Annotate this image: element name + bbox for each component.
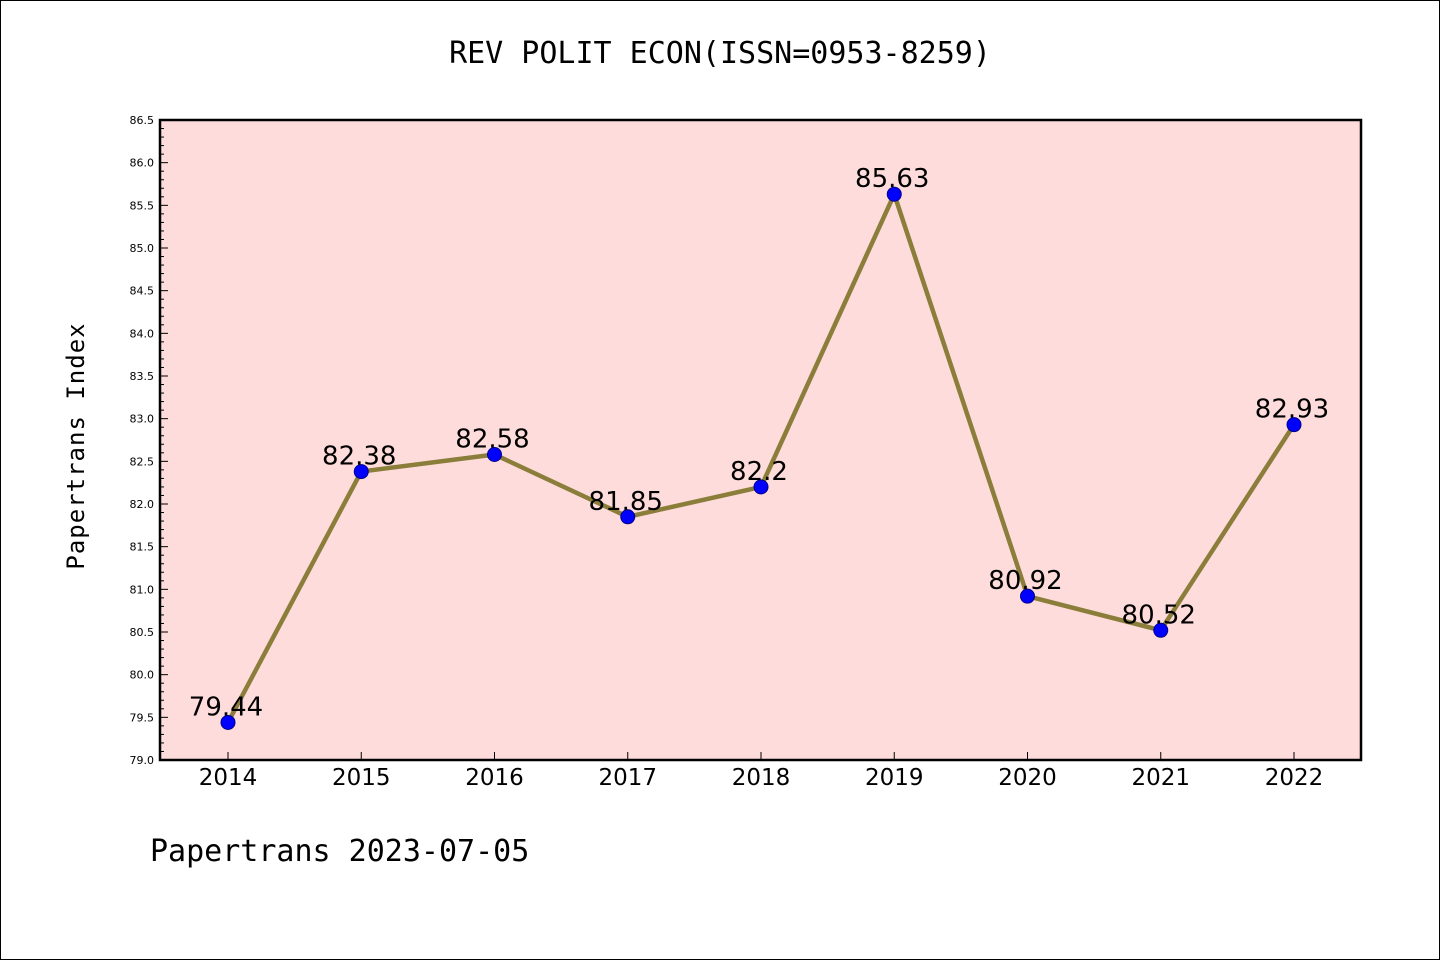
y-tick-label: 79.5 — [130, 711, 155, 724]
data-labels: 79.44 82.38 82.58 81.85 82.2 85.63 80.92 80.52 8… — [189, 164, 1329, 722]
y-tick-label: 83.5 — [130, 370, 155, 383]
x-tick-label: 2015 — [332, 765, 391, 791]
data-point — [220, 714, 236, 730]
data-label: 85.63 — [855, 164, 929, 194]
data-point — [753, 479, 769, 495]
y-tick-label: 82.0 — [130, 498, 155, 511]
data-point — [1020, 588, 1035, 604]
data-point — [353, 464, 369, 480]
y-tick-label: 83.0 — [130, 413, 155, 426]
y-tick-label: 82.5 — [130, 455, 155, 468]
data-point — [1286, 417, 1302, 433]
chart-title: REV POLIT ECON(ISSN=0953-8259) — [449, 36, 991, 71]
data-points — [220, 186, 1302, 730]
y-tick-label: 80.5 — [130, 626, 155, 639]
y-axis: 79.0 79.5 80.0 80.5 81.0 81.5 82.0 82.5 83.0 83.5… — [130, 114, 168, 767]
y-tick-label: 84.5 — [130, 285, 155, 298]
y-tick-label: 86.0 — [130, 157, 155, 170]
y-tick-label: 81.5 — [130, 541, 155, 554]
data-label: 82.58 — [455, 425, 529, 455]
data-label: 79.44 — [189, 692, 263, 722]
x-tick-label: 2019 — [865, 765, 924, 791]
data-label: 80.92 — [988, 566, 1062, 596]
data-label: 82.93 — [1255, 395, 1329, 425]
y-tick-label: 80.0 — [130, 669, 155, 682]
plot-area — [160, 120, 1361, 760]
x-axis: 2014 2015 2016 2017 2018 2019 2020 2021 2022 — [199, 752, 1324, 791]
data-label: 82.38 — [322, 442, 396, 472]
data-point — [620, 509, 636, 525]
x-tick-label: 2022 — [1265, 765, 1324, 791]
chart-footer: Papertrans 2023-07-05 — [150, 834, 530, 869]
y-tick-label: 81.0 — [130, 583, 155, 596]
data-point — [1153, 622, 1169, 638]
y-tick-label: 85.0 — [130, 242, 155, 255]
plot-border — [158, 118, 1363, 762]
x-tick-label: 2018 — [732, 765, 791, 791]
data-point — [487, 447, 502, 463]
x-tick-label: 2021 — [1131, 765, 1190, 791]
data-point — [886, 186, 902, 202]
y-tick-label: 79.0 — [130, 754, 155, 767]
y-tick-label: 85.5 — [130, 199, 155, 212]
y-tick-label: 84.0 — [130, 327, 155, 340]
x-tick-label: 2020 — [998, 765, 1057, 791]
x-tick-label: 2014 — [199, 765, 258, 791]
x-tick-label: 2017 — [598, 765, 657, 791]
y-tick-label: 86.5 — [130, 114, 155, 127]
x-tick-label: 2016 — [465, 765, 524, 791]
data-label: 82.2 — [730, 457, 788, 487]
data-label: 80.52 — [1122, 600, 1196, 630]
data-label: 81.85 — [589, 487, 663, 517]
